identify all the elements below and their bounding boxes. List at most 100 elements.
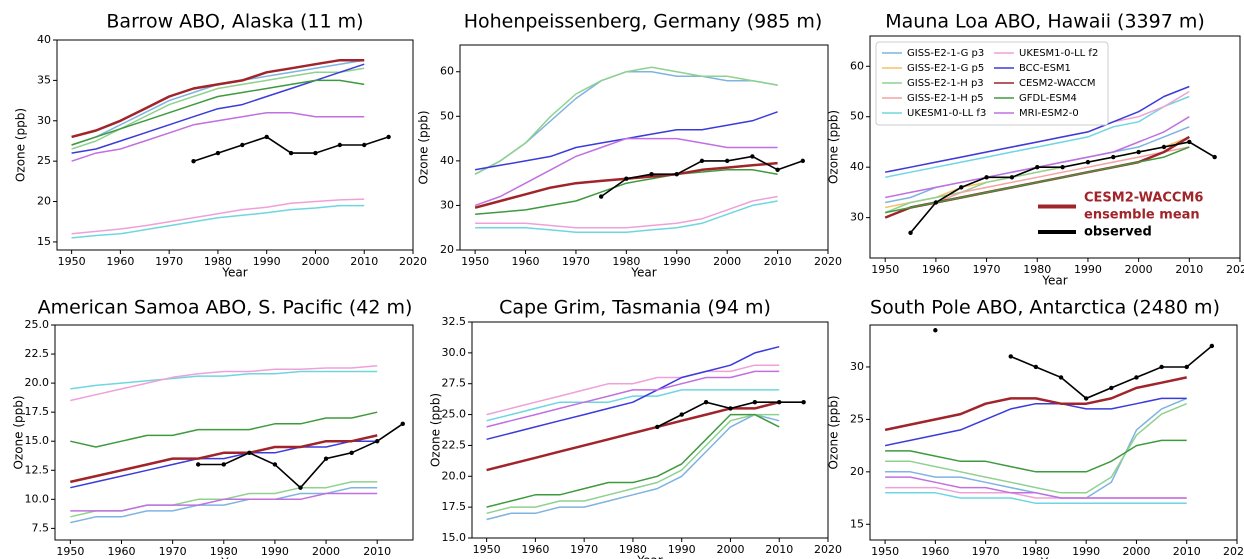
observed-point — [386, 134, 391, 140]
series-line — [885, 403, 1187, 494]
x-tick-label: 2010 — [1173, 545, 1201, 558]
x-tick-label: 2020 — [1226, 263, 1244, 276]
series-line — [70, 370, 378, 390]
x-tick-label: 1970 — [570, 543, 598, 556]
observed-point — [196, 462, 201, 467]
chart-title: Barrow ABO, Alaska (11 m) — [106, 11, 363, 33]
series-line — [486, 370, 780, 428]
observed-point — [1161, 144, 1167, 150]
observed-point — [337, 142, 343, 148]
observed-point — [349, 450, 354, 456]
observed-point — [323, 456, 329, 461]
observed-point — [375, 439, 380, 444]
series-line — [475, 200, 778, 233]
y-tick-label: 35 — [37, 73, 51, 86]
x-tick-label: 1990 — [261, 545, 289, 558]
y-tick-label: 25 — [37, 154, 51, 167]
observed-point — [1109, 385, 1114, 391]
y-tick-label: 7.5 — [32, 521, 50, 534]
x-tick-label: 1960 — [512, 255, 540, 268]
x-tick-label: 2010 — [363, 545, 391, 558]
x-tick-label: 2020 — [814, 255, 842, 268]
series-line — [885, 439, 1187, 473]
observed-point — [1136, 149, 1141, 155]
observed-point — [801, 400, 806, 405]
x-tick-label: 2000 — [716, 543, 744, 556]
series-line — [486, 413, 780, 521]
observed-point — [400, 421, 405, 426]
x-axis-label: Year — [221, 266, 247, 280]
series-line — [70, 364, 378, 402]
y-axis-label: Ozone (ppb) — [827, 395, 841, 469]
observed-point — [1060, 164, 1065, 170]
y-tick-label: 60 — [850, 59, 864, 72]
observed-point — [215, 150, 221, 156]
series-line — [474, 66, 778, 175]
observed-point — [1083, 396, 1089, 401]
observed-point — [699, 158, 705, 164]
x-axis-label: Year — [1041, 274, 1067, 288]
y-tick-label: 30 — [440, 198, 454, 211]
observed-point — [959, 185, 964, 190]
y-axis-label: Ozone (ppb) — [12, 395, 26, 469]
x-tick-label: 1950 — [871, 545, 899, 558]
x-tick-label: 2000 — [1125, 263, 1153, 276]
x-tick-label: 1980 — [1023, 263, 1051, 276]
x-tick-label: 1980 — [210, 545, 238, 558]
observed-point — [240, 142, 245, 148]
key-label: observed — [1084, 225, 1152, 240]
series-line — [486, 364, 780, 416]
legend-label: UKESM1-0-LL f2 — [1019, 48, 1098, 59]
y-axis-label: Ozone (ppb) — [417, 110, 431, 184]
observed-point — [1058, 375, 1064, 380]
legend-box — [875, 41, 1109, 126]
x-tick-label: 1960 — [107, 545, 135, 558]
y-tick-label: 20 — [440, 243, 454, 256]
chart-title: Hohenpeissenberg, Germany (985 m) — [464, 11, 823, 33]
y-tick-label: 15 — [37, 235, 51, 248]
y-tick-label: 17.5 — [25, 405, 50, 418]
y-tick-label: 17.5 — [442, 500, 467, 513]
x-tick-label: 1950 — [473, 543, 501, 556]
observed-point — [752, 400, 758, 405]
observed-point — [272, 462, 278, 467]
observed-point — [1159, 364, 1164, 370]
observed-point — [624, 176, 629, 181]
observed-point — [655, 424, 660, 430]
series-line — [475, 195, 778, 229]
observed-point — [1184, 364, 1189, 370]
y-tick-label: 25.0 — [442, 408, 467, 421]
x-tick-label: 1990 — [663, 255, 691, 268]
x-tick-label: 2010 — [1175, 263, 1203, 276]
y-tick-label: 40 — [37, 33, 51, 46]
series-line — [70, 411, 378, 448]
y-tick-label: 10.0 — [25, 492, 50, 505]
legend-label: GISS-E2-1-G p3 — [907, 48, 984, 59]
observed-point — [598, 194, 604, 199]
y-tick-label: 32.5 — [442, 315, 467, 328]
observed-point — [1009, 175, 1015, 180]
y-tick-label: 22.5 — [25, 347, 50, 360]
x-tick-label: 2000 — [1122, 545, 1150, 558]
y-tick-label: 12.5 — [25, 463, 50, 476]
x-tick-label: 1990 — [668, 543, 696, 556]
x-tick-label: 2010 — [764, 255, 792, 268]
x-tick-label: 2010 — [350, 255, 378, 268]
series-line — [70, 434, 378, 484]
x-tick-label: 1990 — [1074, 263, 1102, 276]
plot-frame — [869, 324, 1238, 541]
x-axis-label: Year — [1040, 556, 1066, 559]
legend-label: GISS-E2-1-G p5 — [907, 63, 984, 74]
observed-point — [908, 230, 913, 235]
x-tick-label: 1950 — [58, 255, 86, 268]
x-tick-label: 1960 — [521, 543, 549, 556]
observed-point — [933, 200, 939, 205]
observed-point — [728, 406, 733, 411]
x-tick-label: 1970 — [155, 255, 183, 268]
observed-point — [724, 158, 730, 164]
x-tick-label: 2020 — [399, 255, 427, 268]
observed-point — [1134, 375, 1139, 380]
series-line — [70, 440, 378, 489]
observed-point — [264, 134, 269, 140]
